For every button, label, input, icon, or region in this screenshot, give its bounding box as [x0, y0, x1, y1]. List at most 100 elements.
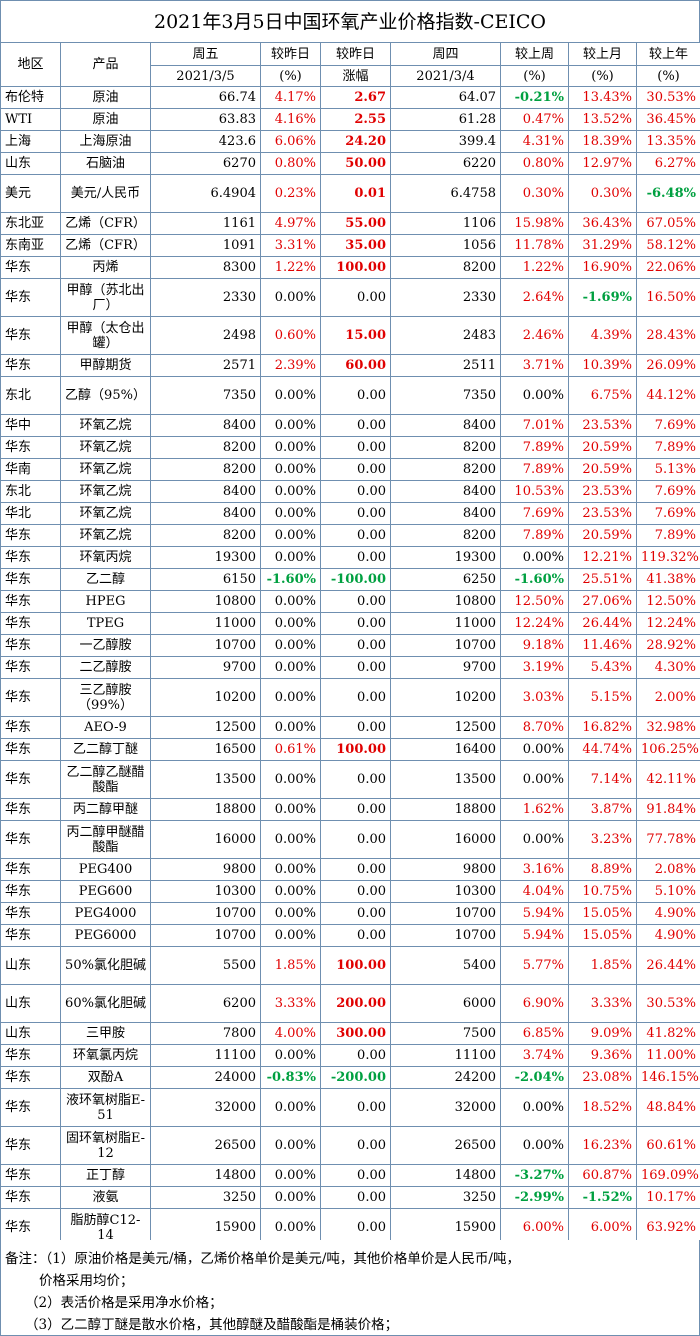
header-vs-prev-day-rise: 较昨日 — [320, 42, 391, 66]
cell-product: 美元/人民币 — [60, 174, 151, 213]
cell-thursday-price: 8200 — [390, 524, 501, 547]
cell-region: 华东 — [0, 634, 61, 657]
cell-friday-price: 8400 — [150, 414, 261, 437]
cell-product: 正丁醇 — [60, 1164, 151, 1187]
cell-region: 华东 — [0, 1186, 61, 1209]
cell-month-pct: 3.87% — [568, 798, 637, 821]
cell-region: 华东 — [0, 354, 61, 377]
cell-daily-rise: 0.00 — [320, 1164, 391, 1187]
cell-thursday-price: 16000 — [390, 820, 501, 859]
cell-daily-pct: 0.00% — [260, 546, 321, 569]
table-row: 东北 环氧乙烷 8400 0.00% 0.00 8400 10.53% 23.53% 7.69% — [0, 480, 700, 503]
cell-daily-rise: 0.00 — [320, 278, 391, 317]
cell-week-pct: 2.64% — [500, 278, 569, 317]
cell-month-pct: 3.33% — [568, 984, 637, 1023]
table-row: 上海 上海原油 423.6 6.06% 24.20 399.4 4.31% 18.39% 13.… — [0, 130, 700, 153]
cell-thursday-price: 26500 — [390, 1126, 501, 1165]
cell-week-pct: 3.71% — [500, 354, 569, 377]
cell-month-pct: 36.43% — [568, 212, 637, 235]
cell-region: 华北 — [0, 502, 61, 525]
note-line-1: 备注：（1）原油价格是美元/桶，乙烯价格单价是美元/吨，其他价格单价是人民币/吨… — [5, 1251, 520, 1267]
header-year-unit: (%) — [636, 65, 700, 87]
cell-daily-rise: 2.67 — [320, 86, 391, 109]
cell-friday-price: 10700 — [150, 634, 261, 657]
cell-daily-pct: 0.00% — [260, 678, 321, 717]
cell-daily-pct: 0.00% — [260, 858, 321, 881]
cell-region: 华东 — [0, 656, 61, 679]
cell-region: 华东 — [0, 678, 61, 717]
header-product: 产品 — [60, 42, 151, 87]
cell-thursday-price: 14800 — [390, 1164, 501, 1187]
cell-daily-pct: 0.00% — [260, 376, 321, 415]
cell-daily-pct: 1.85% — [260, 946, 321, 985]
cell-month-pct: 10.39% — [568, 354, 637, 377]
cell-month-pct: 13.52% — [568, 108, 637, 131]
cell-friday-price: 423.6 — [150, 130, 261, 153]
table-row: 华东 环氧乙烷 8200 0.00% 0.00 8200 7.89% 20.59% 7.89% — [0, 524, 700, 547]
table-row: WTI 原油 63.83 4.16% 2.55 61.28 0.47% 13.52% 36.45… — [0, 108, 700, 131]
notes: 备注：（1）原油价格是美元/桶，乙烯价格单价是美元/吨，其他价格单价是人民币/吨… — [0, 1240, 700, 1336]
cell-friday-price: 13500 — [150, 760, 261, 799]
cell-daily-rise: 0.00 — [320, 820, 391, 859]
cell-daily-rise: 24.20 — [320, 130, 391, 153]
cell-daily-rise: 0.00 — [320, 1126, 391, 1165]
cell-friday-price: 3250 — [150, 1186, 261, 1209]
cell-thursday-price: 8200 — [390, 458, 501, 481]
cell-daily-rise: 0.00 — [320, 924, 391, 947]
cell-daily-rise: 0.00 — [320, 880, 391, 903]
cell-month-pct: 16.90% — [568, 256, 637, 279]
cell-daily-pct: 0.00% — [260, 480, 321, 503]
cell-product: 环氧乙烷 — [60, 502, 151, 525]
cell-daily-rise: 0.00 — [320, 436, 391, 459]
cell-region: 华东 — [0, 436, 61, 459]
cell-daily-pct: 4.00% — [260, 1022, 321, 1045]
cell-daily-rise: 2.55 — [320, 108, 391, 131]
cell-week-pct: 0.47% — [500, 108, 569, 131]
cell-thursday-price: 2330 — [390, 278, 501, 317]
cell-week-pct: 12.50% — [500, 590, 569, 613]
header-month-unit: (%) — [568, 65, 637, 87]
cell-thursday-price: 6000 — [390, 984, 501, 1023]
cell-thursday-price: 3250 — [390, 1186, 501, 1209]
cell-year-pct: 2.00% — [636, 678, 700, 717]
cell-year-pct: 28.92% — [636, 634, 700, 657]
cell-year-pct: 30.53% — [636, 984, 700, 1023]
cell-week-pct: 0.00% — [500, 738, 569, 761]
cell-year-pct: 11.00% — [636, 1044, 700, 1067]
cell-week-pct: 9.18% — [500, 634, 569, 657]
cell-thursday-price: 9700 — [390, 656, 501, 679]
cell-thursday-price: 13500 — [390, 760, 501, 799]
cell-daily-rise: 300.00 — [320, 1022, 391, 1045]
cell-product: 丙烯 — [60, 256, 151, 279]
cell-product: 原油 — [60, 86, 151, 109]
cell-friday-price: 9800 — [150, 858, 261, 881]
cell-year-pct: 2.08% — [636, 858, 700, 881]
cell-thursday-price: 1056 — [390, 234, 501, 257]
cell-daily-pct: 4.97% — [260, 212, 321, 235]
page-title: 2021年3月5日中国环氧产业价格指数-CEICO — [0, 0, 700, 42]
cell-product: 原油 — [60, 108, 151, 131]
cell-month-pct: 27.06% — [568, 590, 637, 613]
cell-month-pct: 12.21% — [568, 546, 637, 569]
table-row: 华东 乙二醇乙醚醋酸酯 13500 0.00% 0.00 13500 0.00% 7.14% 4… — [0, 760, 700, 799]
table-row: 山东 石脑油 6270 0.80% 50.00 6220 0.80% 12.97% 6.27% — [0, 152, 700, 175]
cell-daily-pct: 0.00% — [260, 1044, 321, 1067]
cell-product: AEO-9 — [60, 716, 151, 739]
cell-product: 50%氯化胆碱 — [60, 946, 151, 985]
cell-year-pct: 41.82% — [636, 1022, 700, 1045]
cell-daily-pct: 0.00% — [260, 414, 321, 437]
cell-daily-rise: 0.00 — [320, 1088, 391, 1127]
cell-region: 华东 — [0, 1066, 61, 1089]
cell-product: 石脑油 — [60, 152, 151, 175]
cell-daily-rise: 0.00 — [320, 798, 391, 821]
cell-thursday-price: 8200 — [390, 436, 501, 459]
cell-daily-pct: 0.00% — [260, 458, 321, 481]
cell-friday-price: 63.83 — [150, 108, 261, 131]
table-row: 华南 环氧乙烷 8200 0.00% 0.00 8200 7.89% 20.59% 5.13% — [0, 458, 700, 481]
cell-week-pct: -1.60% — [500, 568, 569, 591]
cell-region: 东北 — [0, 376, 61, 415]
cell-week-pct: -0.21% — [500, 86, 569, 109]
cell-daily-pct: -1.60% — [260, 568, 321, 591]
cell-daily-rise: 100.00 — [320, 738, 391, 761]
cell-year-pct: 16.50% — [636, 278, 700, 317]
